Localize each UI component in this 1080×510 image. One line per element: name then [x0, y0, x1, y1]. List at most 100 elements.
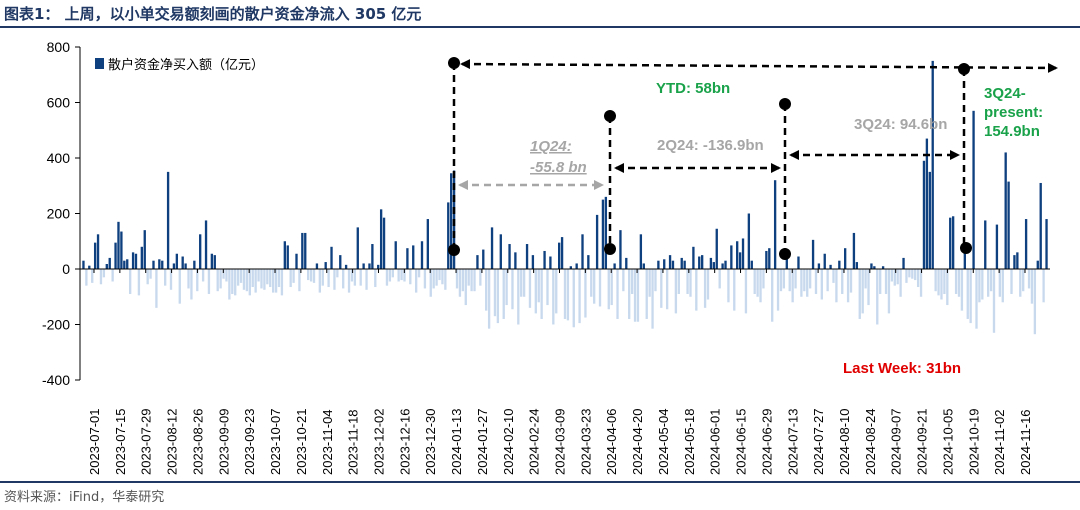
- bar: [292, 269, 295, 283]
- y-tick-label: -400: [42, 372, 70, 388]
- bar: [954, 269, 958, 294]
- bar: [391, 269, 394, 278]
- bar: [943, 269, 946, 294]
- bar: [295, 253, 298, 269]
- bar: [464, 269, 467, 306]
- bar: [832, 269, 835, 283]
- bar: [753, 269, 756, 294]
- bar: [1022, 269, 1025, 292]
- bar: [937, 269, 940, 296]
- bar: [321, 269, 324, 286]
- bar: [654, 269, 657, 292]
- x-tick-label: 2024-02-24: [527, 409, 542, 476]
- bar: [995, 224, 999, 269]
- bar: [228, 269, 231, 300]
- bar: [522, 269, 526, 297]
- bar: [508, 244, 511, 269]
- bar: [844, 248, 847, 269]
- x-tick-label: 2024-03-09: [553, 409, 568, 476]
- bar: [105, 264, 108, 269]
- bar: [193, 260, 196, 269]
- x-tick-label: 2024-04-06: [604, 409, 619, 476]
- bar: [733, 269, 736, 311]
- bar: [271, 269, 275, 293]
- bar: [365, 269, 368, 290]
- bar: [178, 269, 181, 304]
- bar: [286, 245, 289, 269]
- bar: [426, 219, 429, 269]
- y-tick-label: 800: [47, 39, 71, 55]
- bar: [628, 269, 631, 319]
- bar: [397, 269, 400, 282]
- bar: [476, 255, 479, 270]
- bar: [231, 269, 234, 294]
- bar: [93, 242, 97, 269]
- bar: [668, 255, 672, 270]
- bar: [245, 269, 249, 292]
- source-note: 资料来源：iFind，华泰研究: [4, 490, 165, 505]
- bar: [587, 255, 590, 270]
- bar: [199, 234, 202, 269]
- x-tick-label: 2024-07-13: [785, 409, 800, 476]
- bar: [610, 269, 613, 306]
- bar: [841, 269, 844, 294]
- bar: [414, 269, 418, 293]
- bar: [190, 269, 193, 300]
- bar: [946, 269, 949, 306]
- bar: [721, 263, 724, 269]
- x-tick-label: 2024-06-01: [708, 409, 723, 476]
- bar: [493, 269, 497, 317]
- bar: [350, 269, 354, 282]
- bar: [336, 269, 339, 278]
- bar: [768, 248, 771, 269]
- x-tick-label: 2024-08-10: [837, 409, 852, 476]
- bar: [803, 269, 806, 292]
- bar: [896, 269, 899, 285]
- bar: [911, 269, 914, 279]
- bar: [765, 250, 768, 269]
- bar: [1030, 269, 1034, 304]
- bar: [814, 269, 818, 294]
- bar: [143, 230, 146, 269]
- bar: [423, 269, 427, 289]
- legend: 散户资金净买入额（亿元）: [95, 57, 264, 73]
- bar: [750, 260, 753, 269]
- bar: [893, 269, 896, 286]
- bar: [636, 269, 640, 322]
- x-tick-label: 2023-09-23: [242, 409, 257, 476]
- bar: [715, 228, 718, 269]
- bar: [949, 217, 952, 269]
- bar: [870, 263, 873, 269]
- bar: [304, 232, 307, 269]
- y-tick-label: -200: [42, 317, 70, 333]
- bar: [555, 269, 558, 314]
- bar: [546, 269, 549, 306]
- bar: [826, 269, 829, 292]
- bar: [698, 256, 701, 269]
- bar: [552, 269, 555, 325]
- bar: [543, 250, 546, 269]
- bar: [96, 234, 100, 269]
- bar: [846, 269, 850, 303]
- bar: [88, 265, 91, 269]
- bar: [575, 263, 578, 269]
- bar: [604, 196, 608, 269]
- bar: [333, 269, 336, 290]
- bar: [957, 269, 961, 297]
- bar: [1016, 252, 1019, 269]
- bar: [817, 263, 821, 269]
- x-tick-label: 2024-05-04: [656, 409, 671, 476]
- bar: [117, 221, 120, 269]
- bar: [149, 269, 152, 279]
- bar: [371, 244, 374, 269]
- bar: [85, 269, 88, 286]
- bar: [1042, 269, 1045, 303]
- bar: [374, 269, 377, 288]
- bar: [137, 269, 141, 296]
- bar: [377, 264, 380, 269]
- bar: [852, 232, 856, 269]
- bar: [987, 269, 990, 297]
- x-tick-label: 2023-10-21: [294, 409, 309, 476]
- bar: [689, 269, 692, 297]
- bar: [692, 246, 695, 269]
